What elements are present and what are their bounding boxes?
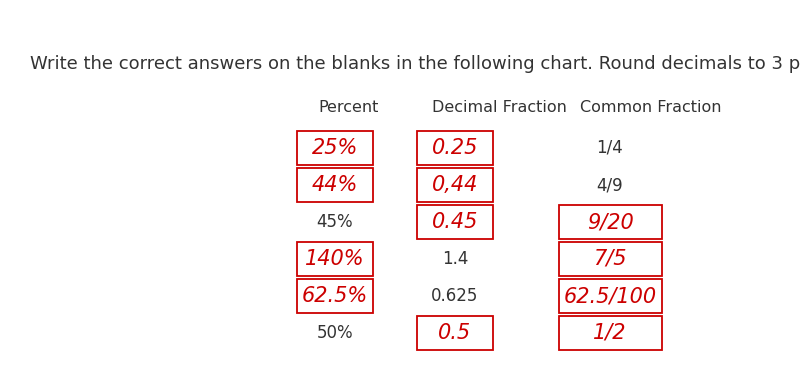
- Text: 9/20: 9/20: [586, 212, 634, 232]
- FancyBboxPatch shape: [558, 279, 662, 313]
- Text: 50%: 50%: [317, 324, 354, 342]
- FancyBboxPatch shape: [417, 168, 493, 202]
- Text: 0,44: 0,44: [432, 175, 478, 195]
- Text: 0.25: 0.25: [432, 138, 478, 158]
- Text: 7/5: 7/5: [594, 249, 626, 269]
- Text: 0.45: 0.45: [432, 212, 478, 232]
- Text: 0.5: 0.5: [438, 323, 471, 343]
- Text: Decimal Fraction: Decimal Fraction: [432, 101, 567, 115]
- Text: 25%: 25%: [312, 138, 358, 158]
- FancyBboxPatch shape: [417, 205, 493, 239]
- Text: 140%: 140%: [305, 249, 365, 269]
- Text: 62.5%: 62.5%: [302, 286, 368, 306]
- Text: 1/4: 1/4: [597, 139, 623, 157]
- FancyBboxPatch shape: [558, 242, 662, 276]
- FancyBboxPatch shape: [417, 316, 493, 350]
- Text: 1.4: 1.4: [442, 250, 468, 268]
- FancyBboxPatch shape: [417, 131, 493, 165]
- Text: 0.625: 0.625: [431, 287, 478, 305]
- Text: Common Fraction: Common Fraction: [580, 101, 722, 115]
- Text: Write the correct answers on the blanks in the following chart. Round decimals t: Write the correct answers on the blanks …: [30, 55, 800, 73]
- FancyBboxPatch shape: [558, 205, 662, 239]
- Text: 4/9: 4/9: [597, 176, 623, 194]
- Text: Percent: Percent: [318, 101, 378, 115]
- Text: 62.5/100: 62.5/100: [563, 286, 657, 306]
- FancyBboxPatch shape: [558, 316, 662, 350]
- FancyBboxPatch shape: [297, 279, 373, 313]
- Text: 44%: 44%: [312, 175, 358, 195]
- FancyBboxPatch shape: [297, 242, 373, 276]
- FancyBboxPatch shape: [297, 168, 373, 202]
- FancyBboxPatch shape: [297, 131, 373, 165]
- Text: 45%: 45%: [317, 213, 354, 231]
- Text: 1/2: 1/2: [594, 323, 626, 343]
